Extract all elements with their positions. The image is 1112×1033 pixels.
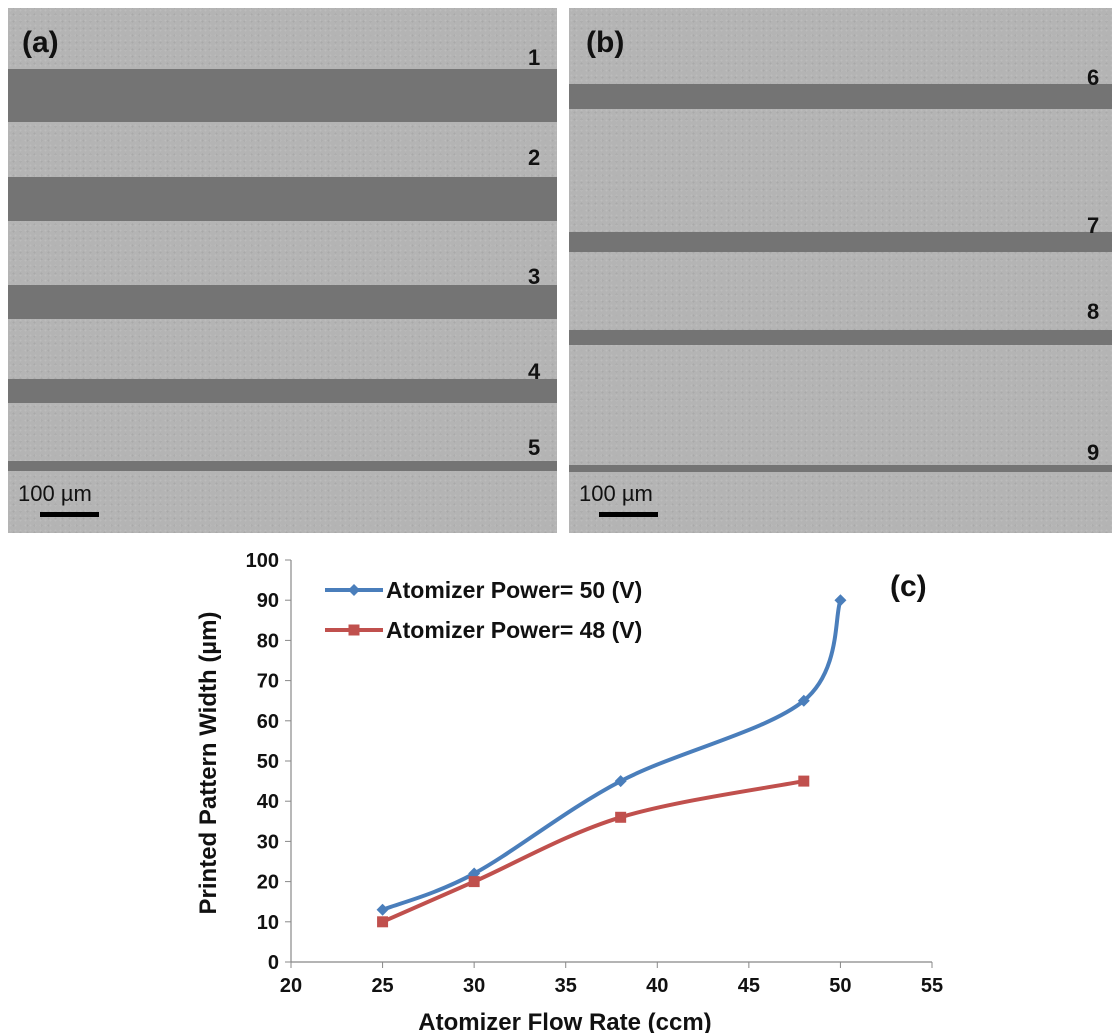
printed-line-5 xyxy=(8,461,557,471)
data-point-series-2 xyxy=(615,811,627,823)
x-tick-label: 55 xyxy=(921,975,943,997)
data-point-series-1 xyxy=(797,694,810,707)
y-tick-label: 50 xyxy=(257,751,279,773)
data-point-series-1 xyxy=(376,903,389,916)
scale-bar-b xyxy=(599,512,658,517)
micrograph-panel-b: (b) 6 7 8 9 100 µm xyxy=(569,8,1112,533)
legend-marker-2 xyxy=(348,624,360,636)
y-tick-label: 90 xyxy=(257,590,279,612)
printed-line-2 xyxy=(8,177,557,221)
line-number-6: 6 xyxy=(1087,65,1100,90)
panel-c-label: (c) xyxy=(890,570,927,603)
panel-a-label: (a) xyxy=(22,26,59,59)
x-tick-label: 40 xyxy=(646,975,668,997)
line-number-8: 8 xyxy=(1087,299,1100,324)
line-number-9: 9 xyxy=(1087,440,1100,465)
x-tick-label: 50 xyxy=(829,975,851,997)
x-tick-label: 30 xyxy=(463,975,485,997)
line-number-7: 7 xyxy=(1087,213,1100,238)
printed-line-8 xyxy=(569,330,1112,345)
scale-bar-label-a: 100 µm xyxy=(18,481,92,506)
line-number-5: 5 xyxy=(528,435,541,460)
x-tick-label: 25 xyxy=(371,975,393,997)
series-line-1 xyxy=(381,599,843,912)
y-tick-label: 20 xyxy=(257,872,279,894)
printed-line-7 xyxy=(569,232,1112,252)
chart-series-layer xyxy=(376,594,847,928)
y-tick-label: 60 xyxy=(257,711,279,733)
y-tick-label: 10 xyxy=(257,912,279,934)
chart-legend: Atomizer Power= 50 (V) Atomizer Power= 48… xyxy=(325,577,642,643)
printed-line-6 xyxy=(569,84,1112,109)
data-point-series-2 xyxy=(377,916,389,928)
y-axis-title: Printed Pattern Width (µm) xyxy=(195,612,222,915)
legend-label-1: Atomizer Power= 50 (V) xyxy=(386,577,642,603)
chart-axes: 0 10 20 30 40 50 60 70 80 90 100 20 25 30 35 40 45 50 55 xyxy=(246,550,944,997)
panel-b-label: (b) xyxy=(586,26,625,59)
line-number-2: 2 xyxy=(528,145,541,170)
data-point-series-1 xyxy=(834,594,847,607)
y-tick-label: 40 xyxy=(257,791,279,813)
x-tick-label: 35 xyxy=(555,975,577,997)
legend-marker-1 xyxy=(348,584,360,596)
x-tick-label: 20 xyxy=(280,975,302,997)
scale-bar-a xyxy=(40,512,99,517)
x-tick-label: 45 xyxy=(738,975,760,997)
printed-line-4 xyxy=(8,379,557,403)
y-tick-label: 80 xyxy=(257,630,279,652)
x-axis-title: Atomizer Flow Rate (ccm) xyxy=(418,1009,711,1033)
data-point-series-2 xyxy=(468,876,480,888)
micrograph-panel-a: (a) 1 2 3 4 5 100 µm xyxy=(8,8,557,533)
y-tick-label: 100 xyxy=(246,550,279,572)
line-number-3: 3 xyxy=(528,264,541,289)
y-tick-label: 0 xyxy=(268,952,279,974)
line-number-1: 1 xyxy=(528,45,541,70)
y-tick-label: 70 xyxy=(257,671,279,693)
printed-line-1 xyxy=(8,69,557,122)
scale-bar-label-b: 100 µm xyxy=(579,481,653,506)
line-number-4: 4 xyxy=(528,359,541,384)
printed-line-3 xyxy=(8,285,557,319)
data-point-series-1 xyxy=(614,775,627,788)
series-line-2 xyxy=(381,779,805,924)
line-chart: 0 10 20 30 40 50 60 70 80 90 100 20 25 30 35 40 45 50 55 A… xyxy=(195,550,944,1033)
y-tick-label: 30 xyxy=(257,831,279,853)
printed-line-9 xyxy=(569,465,1112,472)
legend-label-2: Atomizer Power= 48 (V) xyxy=(386,617,642,643)
data-point-series-2 xyxy=(798,775,810,787)
